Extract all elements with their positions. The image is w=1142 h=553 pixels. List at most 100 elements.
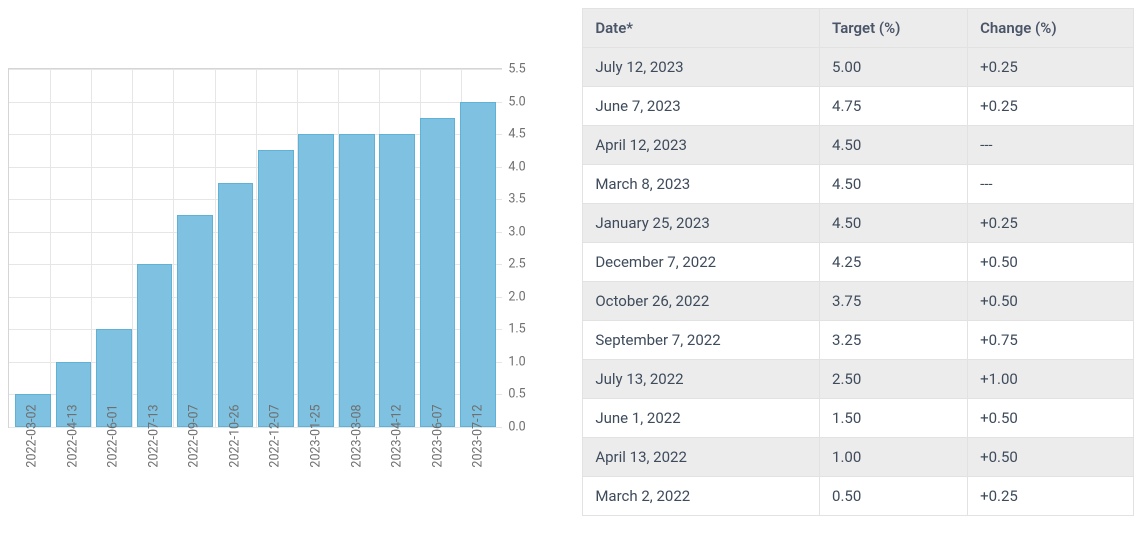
table-row: September 7, 20223.25+0.75	[583, 321, 1134, 360]
table-row: July 13, 20222.50+1.00	[583, 360, 1134, 399]
cell-target: 3.25	[820, 321, 968, 360]
cell-change: ---	[968, 165, 1134, 204]
cell-change: +1.00	[968, 360, 1134, 399]
cell-change: +0.50	[968, 399, 1134, 438]
bar	[379, 134, 415, 427]
x-tick-label: 2022-03-02	[25, 404, 40, 467]
bar-slot	[256, 69, 296, 427]
chart-y-axis: 0.00.51.01.52.02.53.03.54.04.55.05.5	[502, 69, 540, 427]
y-tick-label: 2.5	[508, 257, 525, 272]
cell-target: 4.25	[820, 243, 968, 282]
bar-slot	[175, 69, 215, 427]
bar-slot	[94, 69, 134, 427]
cell-date: March 2, 2022	[583, 477, 820, 516]
cell-change: +0.75	[968, 321, 1134, 360]
cell-date: September 7, 2022	[583, 321, 820, 360]
cell-target: 1.50	[820, 399, 968, 438]
table-row: October 26, 20223.75+0.50	[583, 282, 1134, 321]
y-tick-label: 1.5	[508, 322, 525, 337]
table-row: March 8, 20234.50---	[583, 165, 1134, 204]
y-tick-label: 1.0	[508, 354, 525, 369]
bar-slot	[417, 69, 457, 427]
table-row: April 13, 20221.00+0.50	[583, 438, 1134, 477]
bar-slot	[296, 69, 336, 427]
col-header-date: Date*	[583, 9, 820, 48]
x-tick-label: 2022-10-26	[227, 404, 242, 467]
cell-change: +0.25	[968, 477, 1134, 516]
bar-slot	[53, 69, 93, 427]
cell-date: April 13, 2022	[583, 438, 820, 477]
cell-target: 4.50	[820, 126, 968, 165]
cell-change: +0.50	[968, 243, 1134, 282]
col-header-target: Target (%)	[820, 9, 968, 48]
bar	[258, 150, 294, 427]
y-tick-label: 0.5	[508, 387, 525, 402]
bar	[460, 102, 496, 427]
table-row: June 1, 20221.50+0.50	[583, 399, 1134, 438]
x-tick-label: 2022-09-07	[187, 404, 202, 467]
x-tick-label: 2023-01-25	[308, 404, 323, 467]
x-tick-label: 2023-03-08	[349, 404, 364, 467]
x-tick-label: 2022-07-13	[146, 404, 161, 467]
cell-date: June 7, 2023	[583, 87, 820, 126]
cell-target: 2.50	[820, 360, 968, 399]
y-tick-label: 5.5	[508, 62, 525, 77]
table-row: March 2, 20220.50+0.25	[583, 477, 1134, 516]
chart-bars	[9, 69, 502, 427]
cell-change: +0.50	[968, 282, 1134, 321]
cell-target: 4.50	[820, 204, 968, 243]
x-tick-label: 2022-06-01	[106, 404, 121, 467]
cell-change: +0.25	[968, 87, 1134, 126]
cell-date: October 26, 2022	[583, 282, 820, 321]
y-tick-label: 0.0	[508, 420, 525, 435]
table-row: June 7, 20234.75+0.25	[583, 87, 1134, 126]
bar	[177, 215, 213, 427]
bar	[298, 134, 334, 427]
cell-change: +0.50	[968, 438, 1134, 477]
bar-slot	[458, 69, 498, 427]
y-tick-label: 2.0	[508, 289, 525, 304]
x-tick-label: 2023-06-07	[430, 404, 445, 467]
rate-table-head: Date* Target (%) Change (%)	[583, 9, 1134, 48]
table-row: July 12, 20235.00+0.25	[583, 48, 1134, 87]
table-row: January 25, 20234.50+0.25	[583, 204, 1134, 243]
bar-slot	[13, 69, 53, 427]
table-row: December 7, 20224.25+0.50	[583, 243, 1134, 282]
bar-slot	[215, 69, 255, 427]
cell-date: January 25, 2023	[583, 204, 820, 243]
cell-target: 3.75	[820, 282, 968, 321]
chart-x-axis: 2022-03-022022-04-132022-06-012022-07-13…	[8, 430, 502, 530]
y-tick-label: 3.0	[508, 224, 525, 239]
x-tick-label: 2023-04-12	[390, 404, 405, 467]
cell-target: 4.50	[820, 165, 968, 204]
y-tick-label: 4.0	[508, 159, 525, 174]
cell-date: April 12, 2023	[583, 126, 820, 165]
rate-bar-chart: 0.00.51.01.52.02.53.03.54.04.55.05.5 202…	[8, 8, 542, 530]
bar	[218, 183, 254, 427]
cell-date: March 8, 2023	[583, 165, 820, 204]
bar-slot	[337, 69, 377, 427]
y-tick-label: 3.5	[508, 192, 525, 207]
bar	[137, 264, 173, 427]
cell-target: 0.50	[820, 477, 968, 516]
x-tick-label: 2023-07-12	[471, 404, 486, 467]
x-tick-label: 2022-04-13	[65, 404, 80, 467]
cell-date: June 1, 2022	[583, 399, 820, 438]
chart-plot-area: 0.00.51.01.52.02.53.03.54.04.55.05.5	[8, 68, 502, 428]
cell-target: 4.75	[820, 87, 968, 126]
cell-date: December 7, 2022	[583, 243, 820, 282]
cell-target: 1.00	[820, 438, 968, 477]
table-row: April 12, 20234.50---	[583, 126, 1134, 165]
cell-target: 5.00	[820, 48, 968, 87]
bar	[339, 134, 375, 427]
bar	[420, 118, 456, 427]
cell-change: ---	[968, 126, 1134, 165]
cell-date: July 13, 2022	[583, 360, 820, 399]
rate-table-body: July 12, 20235.00+0.25June 7, 20234.75+0…	[583, 48, 1134, 516]
layout-root: 0.00.51.01.52.02.53.03.54.04.55.05.5 202…	[8, 8, 1134, 530]
cell-change: +0.25	[968, 48, 1134, 87]
y-tick-label: 5.0	[508, 94, 525, 109]
cell-date: July 12, 2023	[583, 48, 820, 87]
y-tick-label: 4.5	[508, 127, 525, 142]
x-tick-label: 2022-12-07	[268, 404, 283, 467]
